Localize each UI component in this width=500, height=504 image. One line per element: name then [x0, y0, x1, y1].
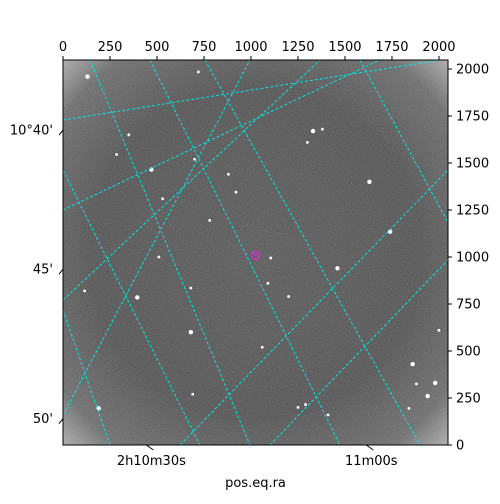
ra-tick-label: 2h10m30s: [117, 454, 186, 469]
star-point: [227, 172, 230, 176]
top-tick-label: 1500: [328, 40, 361, 55]
right-tick-label: 2000: [456, 63, 489, 78]
grid-line: [63, 60, 441, 121]
dec-tick: [58, 418, 64, 424]
star-point: [410, 361, 415, 367]
star-point: [85, 74, 90, 79]
star-point: [234, 190, 238, 194]
top-axis: 0 250 500 750 1000 1250 1500 1750 2000: [59, 40, 456, 60]
star-point: [191, 392, 195, 396]
sky-noise: [63, 60, 448, 445]
star-point: [305, 140, 309, 144]
star-point: [161, 197, 165, 201]
star-point: [310, 128, 316, 134]
grid-line: [63, 309, 111, 445]
dec-tick: [58, 268, 64, 275]
dec-tick: [58, 129, 64, 136]
x-axis-label: pos.eq.ra: [225, 476, 286, 491]
grid-line: [89, 60, 251, 445]
grid-line: [269, 259, 448, 445]
dec-tick-label: 50': [33, 412, 53, 427]
ra-axis: 2h10m30s 11m00s: [117, 444, 398, 469]
right-tick-label: 1750: [456, 110, 489, 125]
top-tick-label: 1250: [281, 40, 314, 55]
star-point: [425, 393, 430, 399]
star-point: [115, 153, 118, 156]
plot-frame: [62, 59, 449, 446]
grid-line: [359, 60, 448, 224]
star-point: [127, 133, 131, 137]
image-panel: [63, 60, 448, 445]
grid-line: [63, 60, 251, 416]
right-tick-label: 750: [456, 298, 481, 313]
star-point: [296, 406, 300, 409]
grid-line: [204, 60, 421, 445]
star-point: [387, 229, 393, 234]
dec-tick-label: 45': [33, 263, 53, 278]
top-tick-label: 2000: [422, 40, 455, 55]
star-point: [269, 256, 273, 260]
star-point: [433, 380, 438, 386]
star-point: [266, 281, 270, 285]
star-point: [83, 289, 87, 293]
star-point: [304, 403, 307, 406]
dec-axis: 10°40' 45' 50': [10, 124, 64, 427]
right-tick-label: 0: [456, 439, 464, 454]
star-point: [335, 266, 340, 271]
grid-line: [63, 60, 321, 301]
star-point: [135, 295, 140, 300]
star-point: [188, 330, 194, 335]
ra-tick: [366, 444, 374, 451]
star-point: [196, 70, 200, 74]
top-tick-label: 500: [145, 40, 170, 55]
grid-line: [179, 169, 448, 445]
star-point: [321, 127, 324, 131]
star-point: [326, 413, 330, 417]
dec-tick-label: 10°40': [10, 124, 53, 139]
star-point: [407, 406, 411, 410]
star-point: [437, 328, 441, 332]
grid-line: [63, 60, 381, 211]
top-tick-label: 750: [192, 40, 217, 55]
star-point: [287, 295, 290, 298]
target-marker-dot: [254, 253, 257, 257]
target-marker-ring: [250, 250, 261, 260]
ra-tick: [146, 444, 154, 451]
right-tick-label: 1000: [456, 251, 489, 266]
top-tick-label: 1750: [375, 40, 408, 55]
right-tick-label: 500: [456, 345, 481, 360]
star-point: [260, 345, 264, 349]
ra-tick-label: 11m00s: [345, 454, 398, 469]
top-tick-label: 0: [59, 40, 67, 55]
star-point: [367, 179, 372, 185]
star-point: [193, 157, 196, 161]
grid-line: [63, 169, 201, 445]
grid-line: [149, 60, 341, 445]
star-point: [415, 382, 418, 386]
coordinate-grid: [63, 60, 448, 445]
top-tick-label: 1000: [234, 40, 267, 55]
star-point: [157, 255, 161, 259]
right-tick-label: 1250: [456, 204, 489, 219]
right-axis: 0 250 500 750 1000 1250 1500 1750 2000: [448, 63, 489, 454]
top-tick-label: 250: [98, 40, 123, 55]
target-marker: [250, 250, 261, 260]
star-point: [208, 218, 212, 222]
right-tick-label: 250: [456, 392, 481, 407]
right-tick-label: 1500: [456, 157, 489, 172]
star-point: [189, 286, 193, 290]
